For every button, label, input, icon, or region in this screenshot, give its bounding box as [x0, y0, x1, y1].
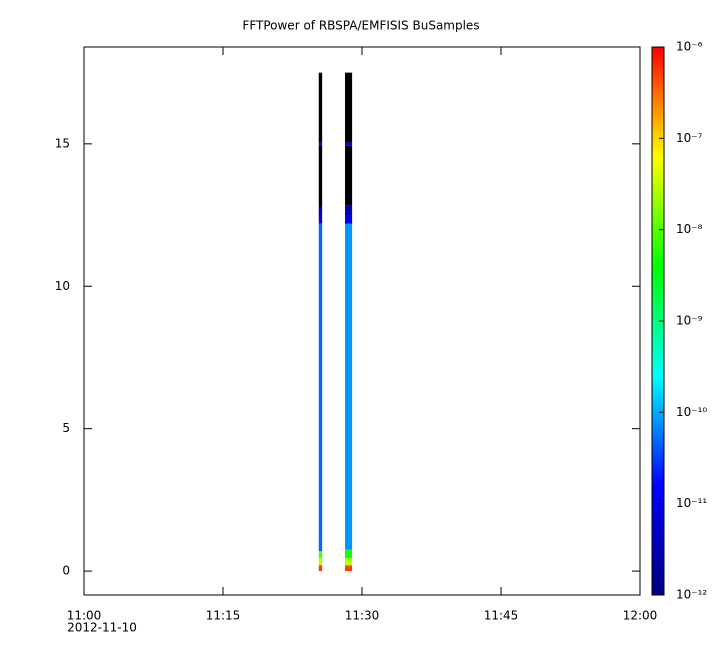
y-tick-label: 5: [62, 421, 70, 435]
spectrogram-cell: [318, 223, 323, 552]
spectrogram-cell: [318, 206, 323, 216]
y-tick-label: 0: [62, 564, 70, 578]
y-tick-label: 15: [55, 136, 70, 150]
spectrogram-cell: [345, 205, 353, 216]
x-tick-label: 11:30: [345, 609, 380, 623]
spectrogram-cell: [345, 549, 353, 559]
colorbar-tick-label: 10⁻⁹: [676, 314, 703, 328]
colorbar-tick-label: 10⁻¹¹: [676, 496, 707, 510]
spectrogram-cell: [345, 142, 353, 146]
spectrogram-cell: [345, 558, 353, 566]
spectrogram-cell: [318, 551, 323, 559]
x-date-label: 2012-11-10: [67, 621, 137, 635]
spectrogram-cell: [345, 215, 353, 224]
x-tick-label: 11:00: [67, 609, 102, 623]
colorbar-tick-label: 10⁻⁷: [676, 131, 703, 145]
spectrogram-cell: [318, 565, 323, 572]
spectrogram-cell: [318, 215, 323, 224]
x-tick-label: 11:45: [484, 609, 519, 623]
y-tick-label: 10: [55, 279, 70, 293]
spectrogram-cell: [345, 223, 353, 550]
colorbar-tick-label: 10⁻¹²: [676, 588, 707, 602]
spectrogram-cell: [318, 142, 323, 146]
chart-title: FFTPower of RBSPA/EMFISIS BuSamples: [242, 19, 479, 33]
colorbar-tick-label: 10⁻⁶: [676, 40, 703, 54]
spectrogram-cell: [345, 565, 353, 572]
spectrogram-cell: [318, 72, 323, 143]
spectrogram-cell: [345, 72, 353, 143]
colorbar-tick-label: 10⁻¹⁰: [676, 405, 707, 419]
colorbar-tick-label: 10⁻⁸: [676, 222, 703, 236]
spectrogram-cell: [345, 145, 353, 206]
spectrogram-cell: [318, 558, 323, 566]
spectrogram-cell: [318, 145, 323, 207]
x-tick-label: 11:15: [206, 609, 241, 623]
x-tick-label: 12:00: [623, 609, 658, 623]
plot-frame: [83, 46, 641, 596]
